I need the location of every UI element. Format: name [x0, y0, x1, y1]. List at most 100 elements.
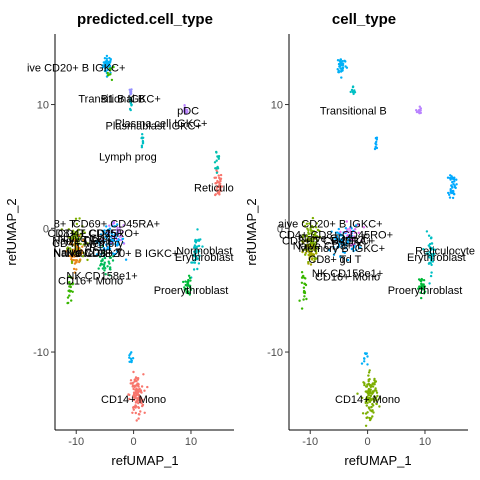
data-point	[108, 247, 112, 251]
data-point	[132, 398, 136, 402]
data-point	[368, 396, 371, 400]
data-point	[303, 295, 306, 298]
data-point	[71, 290, 74, 293]
data-point	[368, 383, 371, 386]
data-point	[68, 281, 71, 284]
data-point	[364, 400, 368, 403]
data-point	[101, 258, 104, 261]
data-point	[306, 237, 310, 241]
data-point	[418, 105, 421, 108]
data-point	[358, 246, 361, 249]
data-point	[66, 296, 70, 299]
panel-title: predicted.cell_type	[77, 11, 213, 28]
data-point	[353, 89, 356, 92]
data-point	[119, 238, 123, 242]
data-point	[98, 241, 101, 244]
data-point	[350, 88, 354, 92]
data-point	[102, 61, 106, 64]
data-point	[115, 228, 119, 232]
data-point	[133, 380, 136, 383]
data-point	[102, 265, 106, 268]
data-point	[354, 228, 357, 231]
data-point	[75, 255, 79, 258]
data-point	[350, 232, 353, 236]
data-point	[357, 231, 360, 234]
data-point	[337, 62, 341, 66]
data-point	[428, 282, 431, 285]
data-point	[368, 400, 372, 404]
data-point	[110, 242, 113, 245]
data-point	[455, 178, 458, 181]
data-point	[80, 235, 83, 239]
data-point	[315, 257, 318, 260]
data-point	[303, 248, 307, 251]
data-point	[366, 355, 369, 358]
data-point	[113, 225, 117, 228]
data-point	[196, 228, 199, 231]
data-point	[308, 257, 311, 261]
data-point	[419, 291, 422, 294]
data-point	[78, 234, 81, 237]
cluster-label: ive CD20+ B IGKC+	[27, 62, 125, 74]
data-point	[418, 285, 421, 288]
data-point	[140, 385, 144, 388]
data-point	[196, 239, 199, 242]
cluster-label: CD4+ CD25+	[58, 228, 124, 240]
data-point	[352, 235, 355, 239]
cluster-label: Reticulo	[194, 182, 234, 194]
data-point	[369, 394, 372, 397]
data-point	[366, 392, 369, 395]
data-point	[193, 244, 197, 247]
data-point	[315, 250, 318, 253]
data-point	[431, 257, 434, 260]
data-point	[361, 412, 365, 415]
data-point	[349, 90, 352, 94]
data-point	[361, 396, 364, 400]
data-point	[76, 259, 79, 262]
data-point	[65, 250, 68, 253]
data-point	[367, 393, 370, 397]
data-point	[99, 248, 102, 251]
data-point	[373, 379, 376, 382]
data-point	[69, 289, 73, 293]
data-point	[315, 234, 318, 238]
data-point	[215, 188, 218, 192]
data-point	[76, 231, 79, 234]
data-point	[429, 262, 432, 265]
data-point	[103, 256, 107, 260]
data-point	[114, 242, 117, 246]
ticks: -10 0 10 -10 0 10	[33, 100, 197, 448]
data-point	[307, 262, 310, 265]
data-point	[427, 234, 431, 237]
cluster-label: CD8+ T CD45RO+	[47, 228, 139, 240]
data-point	[191, 261, 195, 264]
data-point	[365, 416, 368, 420]
data-point	[103, 269, 106, 272]
data-point	[108, 67, 112, 70]
data-point	[218, 184, 221, 188]
cluster-label: B1 B IGKC+	[101, 93, 161, 105]
data-point	[302, 291, 306, 294]
data-point	[112, 220, 116, 224]
data-point	[330, 230, 333, 233]
data-point	[195, 249, 198, 252]
data-point	[344, 65, 347, 68]
data-point	[449, 191, 452, 194]
data-point	[128, 107, 132, 111]
data-point	[107, 260, 110, 263]
data-point	[354, 224, 358, 227]
data-point	[344, 60, 347, 63]
data-point	[189, 288, 192, 292]
data-point	[128, 356, 131, 359]
data-point	[66, 246, 70, 249]
data-point	[304, 251, 307, 255]
data-point	[446, 176, 450, 179]
x-tick-label: 10	[185, 436, 197, 448]
data-point	[107, 60, 110, 64]
data-point	[78, 260, 81, 264]
data-point	[141, 142, 145, 145]
data-point	[346, 234, 349, 237]
data-point	[134, 388, 138, 391]
y-tick-label: 10	[37, 100, 49, 112]
data-point	[132, 408, 135, 411]
